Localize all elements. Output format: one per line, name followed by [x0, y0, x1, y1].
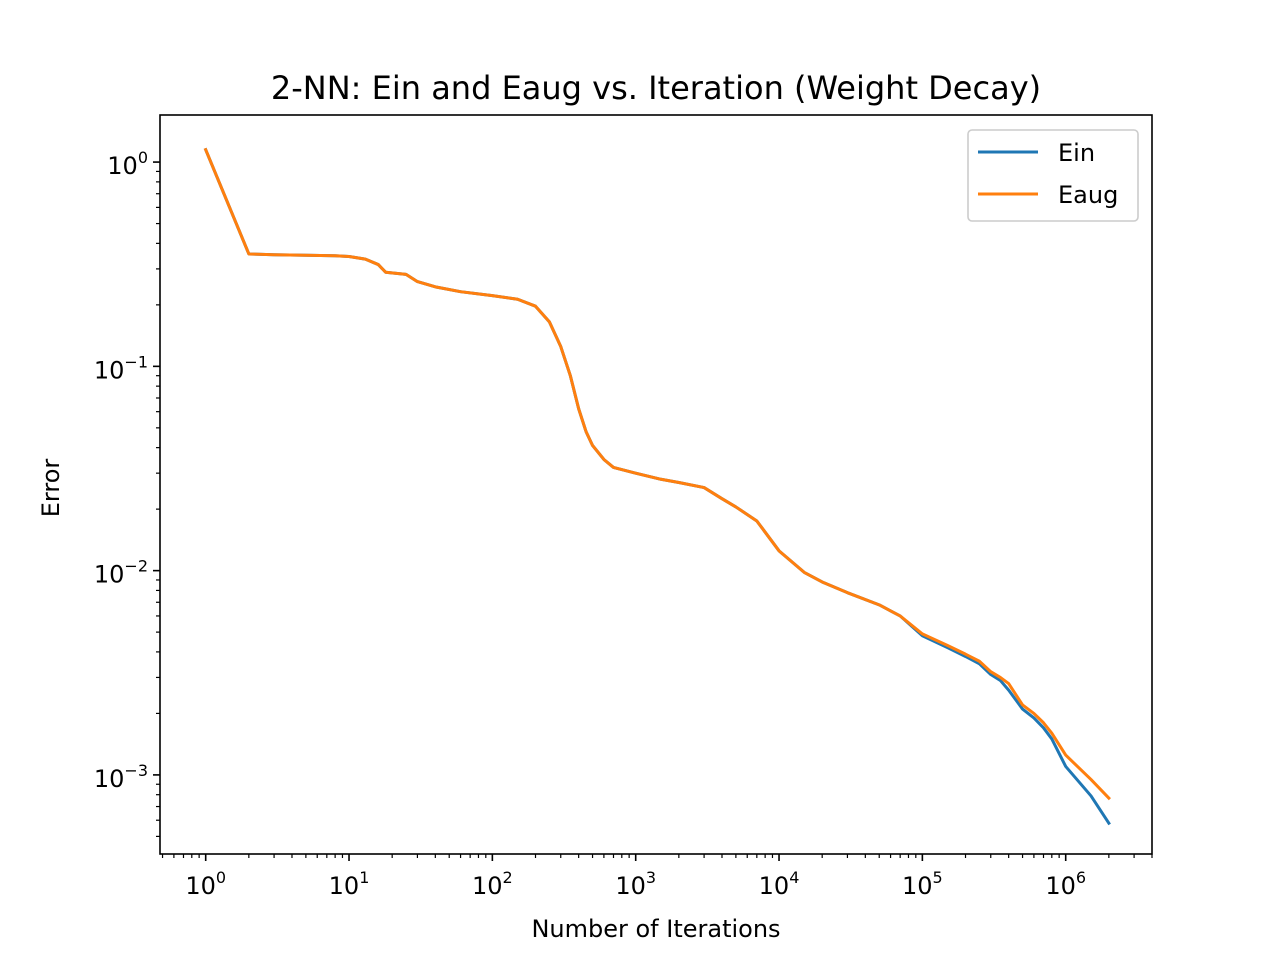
major-ticks [153, 161, 1067, 861]
x-tick-label: 101 [329, 868, 370, 900]
x-tick-label: 103 [615, 868, 656, 900]
x-tick-labels: 100 101 102 103 104 105 106 [185, 868, 1086, 900]
legend: Ein Eaug [967, 129, 1139, 222]
legend-label-ein: Ein [1058, 139, 1095, 167]
x-tick-label: 104 [759, 868, 800, 900]
y-tick-label: 10−1 [94, 352, 148, 384]
x-axis-label: Number of Iterations [531, 915, 780, 943]
x-tick-label: 105 [902, 868, 943, 900]
series-line-eaug [203, 147, 1111, 801]
plot-frame [159, 114, 1153, 855]
x-tick-label: 102 [472, 868, 513, 900]
x-tick-label: 106 [1045, 868, 1086, 900]
y-tick-labels: 100 10−1 10−2 10−3 [94, 148, 148, 793]
legend-label-eaug: Eaug [1058, 181, 1118, 209]
y-tick-label: 10−3 [94, 761, 148, 793]
y-tick-label: 10−2 [94, 557, 148, 589]
series-lines [203, 147, 1111, 826]
chart-title: 2-NN: Ein and Eaug vs. Iteration (Weight… [271, 69, 1041, 107]
y-axis-label: Error [37, 459, 65, 518]
x-tick-label: 100 [185, 868, 226, 900]
y-tick-label: 100 [107, 148, 148, 180]
